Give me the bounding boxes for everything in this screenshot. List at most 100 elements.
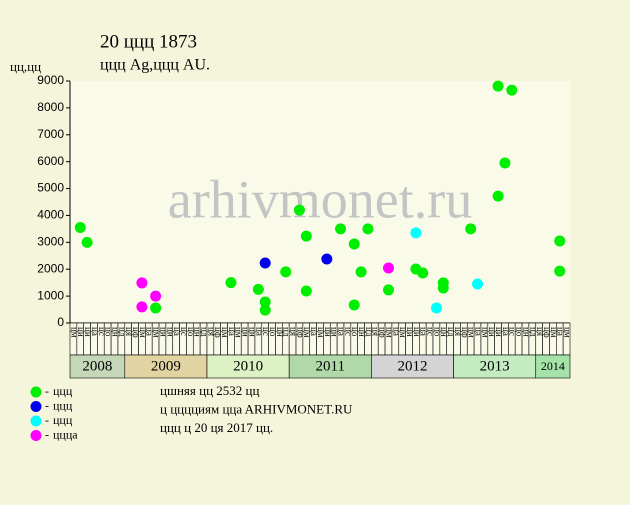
- year-label: 2014: [541, 359, 565, 373]
- month-label: ци: [76, 327, 86, 337]
- month-label: цф: [131, 327, 141, 338]
- month-label: цн: [275, 327, 285, 337]
- month-label: цм: [69, 327, 79, 338]
- month-label: цн: [357, 327, 367, 337]
- month-label: цм: [563, 327, 573, 338]
- point: [280, 266, 292, 278]
- month-label: ца: [473, 327, 483, 336]
- point: [150, 290, 162, 302]
- month-label: ци: [412, 327, 422, 337]
- y-tick-label: 3000: [37, 235, 64, 249]
- month-label: цм: [234, 327, 244, 338]
- month-label: ци: [247, 327, 257, 337]
- legend-marker: [30, 386, 42, 398]
- month-label: цм: [152, 327, 162, 338]
- year-label: 2011: [316, 358, 345, 374]
- year-label: 2012: [397, 358, 427, 374]
- month-label: цс: [261, 327, 271, 336]
- legend-marker: [30, 415, 42, 427]
- note: ц цццциям ццa ARHIVMONET.RU: [160, 401, 353, 416]
- month-label: ця: [453, 327, 463, 336]
- month-label: цф: [378, 327, 388, 338]
- point: [430, 302, 442, 314]
- month-label: ця: [289, 327, 299, 336]
- legend-label: цццa: [53, 427, 78, 441]
- point: [437, 282, 449, 294]
- point: [300, 230, 312, 242]
- month-label: ца: [254, 327, 264, 336]
- month-label: цм: [398, 327, 408, 338]
- month-label: ца: [227, 327, 237, 336]
- legend-dash: -: [45, 427, 49, 441]
- month-label: цм: [549, 327, 559, 338]
- point: [492, 190, 504, 202]
- month-label: цм: [316, 327, 326, 338]
- legend-dash: -: [45, 384, 49, 398]
- point: [499, 157, 511, 169]
- point: [554, 235, 566, 247]
- month-label: цф: [460, 327, 470, 338]
- point: [136, 301, 148, 313]
- point: [259, 296, 271, 308]
- year-label: 2013: [480, 358, 510, 374]
- point: [335, 223, 347, 235]
- point: [293, 204, 305, 216]
- legend-label: ццц: [53, 413, 73, 427]
- month-label: ци: [494, 327, 504, 337]
- legend-label: ццц: [53, 384, 73, 398]
- y-tick-label: 0: [57, 315, 64, 329]
- month-label: ци: [241, 327, 251, 337]
- month-label: цо: [104, 327, 114, 337]
- year-cell: [535, 354, 571, 379]
- y-tick-label: 7000: [37, 127, 64, 141]
- y-axis-label: цц,цц: [10, 59, 41, 74]
- point: [506, 84, 518, 96]
- month-label: цд: [199, 327, 209, 337]
- month-label: цс: [508, 327, 518, 336]
- month-label: ци: [487, 327, 497, 337]
- month-label: ця: [371, 327, 381, 336]
- point: [259, 304, 271, 316]
- point: [252, 283, 264, 295]
- month-label: цд: [446, 327, 456, 337]
- month-label: цо: [515, 327, 525, 337]
- month-label: цм: [467, 327, 477, 338]
- month-label: цо: [268, 327, 278, 337]
- point: [417, 267, 429, 279]
- month-label: цн: [110, 327, 120, 337]
- point: [136, 277, 148, 289]
- month-label: цф: [542, 327, 552, 338]
- month-label: ца: [391, 327, 401, 336]
- month-label: ци: [158, 327, 168, 337]
- month-label: ця: [206, 327, 216, 336]
- point: [382, 284, 394, 296]
- point: [492, 80, 504, 92]
- month-label: цм: [220, 327, 230, 338]
- month-label: цф: [213, 327, 223, 338]
- month-label: ци: [330, 327, 340, 337]
- point: [348, 238, 360, 250]
- month-label: ца: [90, 327, 100, 336]
- month-label: ци: [83, 327, 93, 337]
- month-label: цс: [426, 327, 436, 336]
- point: [225, 277, 237, 289]
- y-tick-label: 1000: [37, 288, 64, 302]
- y-tick-label: 5000: [37, 181, 64, 195]
- month-label: цн: [521, 327, 531, 337]
- month-label: цо: [432, 327, 442, 337]
- y-tick-label: 8000: [37, 100, 64, 114]
- point: [321, 253, 333, 265]
- month-label: ца: [309, 327, 319, 336]
- point: [259, 257, 271, 269]
- month-label: ца: [419, 327, 429, 336]
- watermark: arhivmonet.ru: [168, 169, 472, 229]
- legend-dash: -: [45, 398, 49, 412]
- legend-marker: [30, 430, 42, 441]
- month-label: ца: [145, 327, 155, 336]
- month-label: цм: [384, 327, 394, 338]
- month-label: цс: [179, 327, 189, 336]
- subtitle: ццц Ag,ццц AU.: [100, 57, 210, 74]
- point: [81, 236, 93, 248]
- point: [355, 266, 367, 278]
- year-label: 2010: [233, 358, 263, 374]
